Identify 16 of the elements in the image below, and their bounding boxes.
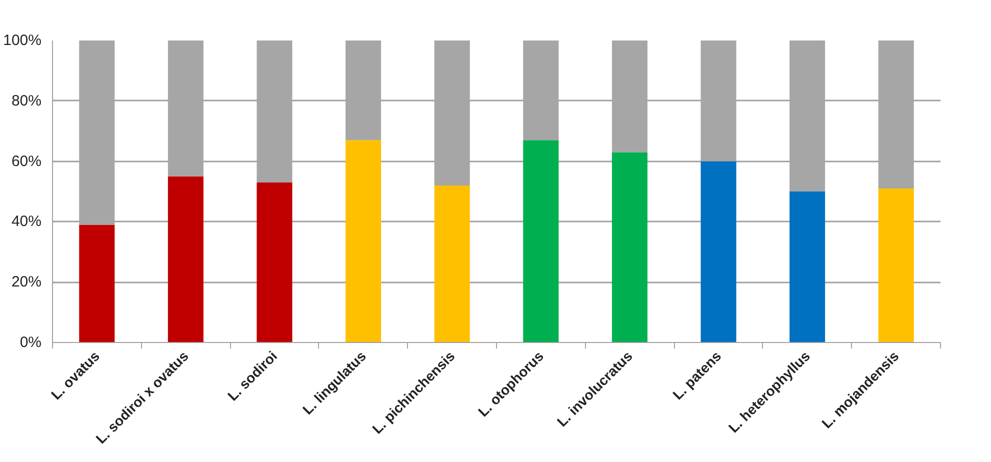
y-tick-label: 20%: [11, 274, 42, 291]
bar: [523, 140, 559, 342]
bar: [612, 152, 648, 342]
y-tick-label: 40%: [11, 213, 42, 230]
y-tick-label: 100%: [3, 32, 42, 49]
bar: [346, 140, 382, 342]
bar: [878, 188, 914, 342]
bar: [168, 176, 204, 342]
bar: [790, 192, 826, 342]
bar: [79, 224, 115, 342]
bar: [256, 182, 292, 342]
y-tick-label: 80%: [11, 92, 42, 110]
bar: [434, 185, 470, 342]
y-tick-label: 0%: [20, 334, 42, 351]
y-tick-label: 60%: [11, 152, 42, 170]
bar: [700, 161, 736, 342]
